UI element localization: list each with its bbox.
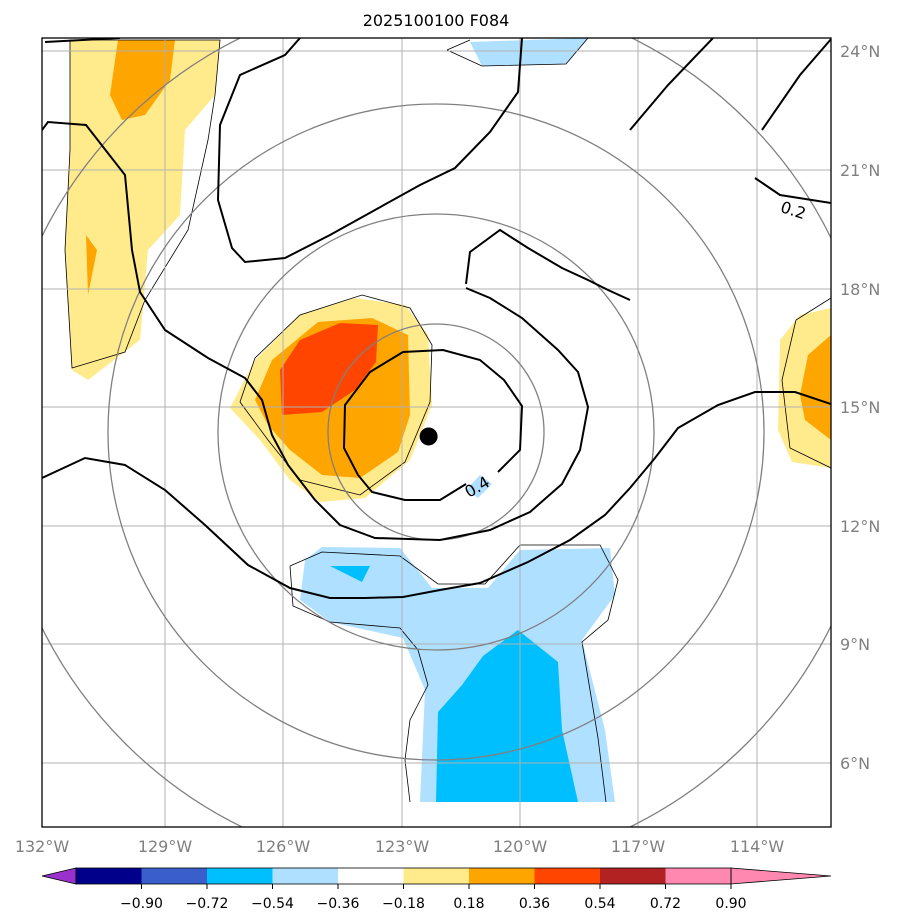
lat-tick-label: 12°N [840, 517, 880, 536]
anomaly-region-small-blue [330, 566, 370, 582]
lon-tick-label: 129°W [138, 837, 193, 856]
colorbar-segment [534, 868, 600, 884]
lat-tick-label: 18°N [840, 280, 880, 299]
colorbar-label: −0.36 [317, 896, 360, 912]
anomaly-region-west-yellow [65, 40, 220, 380]
colorbar-segment [207, 868, 273, 884]
contour-inner-04 [342, 348, 524, 501]
outline-east [781, 297, 831, 469]
colorbar-label: 0.54 [584, 896, 615, 912]
map-plot-area: 0.2 0.4 [42, 38, 831, 827]
storm-center-marker [419, 427, 438, 446]
longitude-tick-labels: 132°W 129°W 126°W 123°W 120°W 117°W 114°… [15, 837, 785, 856]
colorbar-label: −0.72 [186, 896, 229, 912]
colorbar-ticks [141, 884, 732, 889]
grid-lines [42, 38, 831, 827]
contour-label-0-4: 0.4 [461, 472, 493, 501]
anomaly-region-north-lightblue [470, 38, 588, 66]
anomaly-region-central-red [280, 323, 378, 415]
lon-tick-label: 117°W [611, 837, 666, 856]
map-title: 2025100100 F084 [363, 11, 510, 30]
colorbar-segment [338, 868, 404, 884]
colorbar-segment [76, 868, 142, 884]
anomaly-region-west-orange [110, 40, 175, 120]
colorbar: −0.90 −0.72 −0.54 −0.36 −0.18 0.18 0.36 … [41, 867, 832, 912]
contour-mid-03 [42, 38, 631, 542]
contour-outer-02 [42, 391, 831, 599]
colorbar-extend-left [41, 867, 77, 885]
lon-tick-label: 120°W [493, 837, 548, 856]
lon-tick-label: 132°W [15, 837, 70, 856]
anomaly-region-east-orange [800, 335, 831, 440]
anomaly-region-west-orange-small [86, 235, 97, 295]
lat-tick-label: 6°N [840, 754, 870, 773]
lat-tick-label: 9°N [840, 635, 870, 654]
colorbar-label: 0.36 [519, 896, 550, 912]
lon-tick-label: 114°W [730, 837, 785, 856]
contour-lines [42, 38, 831, 599]
map-frame [41, 37, 832, 828]
lat-tick-label: 21°N [840, 161, 880, 180]
contour-top [44, 38, 831, 204]
colorbar-segment [600, 868, 666, 884]
lat-tick-label: 24°N [840, 42, 880, 61]
lon-tick-label: 123°W [375, 837, 430, 856]
lat-tick-label: 15°N [840, 398, 880, 417]
colorbar-segment [403, 868, 469, 884]
colorbar-label: 0.72 [650, 896, 681, 912]
colorbar-label: 0.90 [715, 896, 746, 912]
filled-anomalies [65, 38, 831, 802]
lon-tick-label: 126°W [256, 837, 311, 856]
contour-label-0-2: 0.2 [778, 197, 808, 223]
colorbar-segment [272, 868, 338, 884]
anomaly-region-small-lightblue [466, 475, 492, 498]
range-rings [42, 38, 831, 827]
latitude-tick-labels: 24°N 21°N 18°N 15°N 12°N 9°N 6°N [840, 42, 880, 773]
colorbar-label: −0.90 [120, 896, 163, 912]
anomaly-region-south-blue [436, 630, 578, 802]
colorbar-label: −0.54 [251, 896, 294, 912]
colorbar-extend-right [730, 867, 832, 885]
colorbar-segment [469, 868, 535, 884]
colorbar-label: −0.18 [382, 896, 425, 912]
colorbar-segment [665, 868, 731, 884]
colorbar-label: 0.18 [453, 896, 484, 912]
colorbar-segment [141, 868, 207, 884]
